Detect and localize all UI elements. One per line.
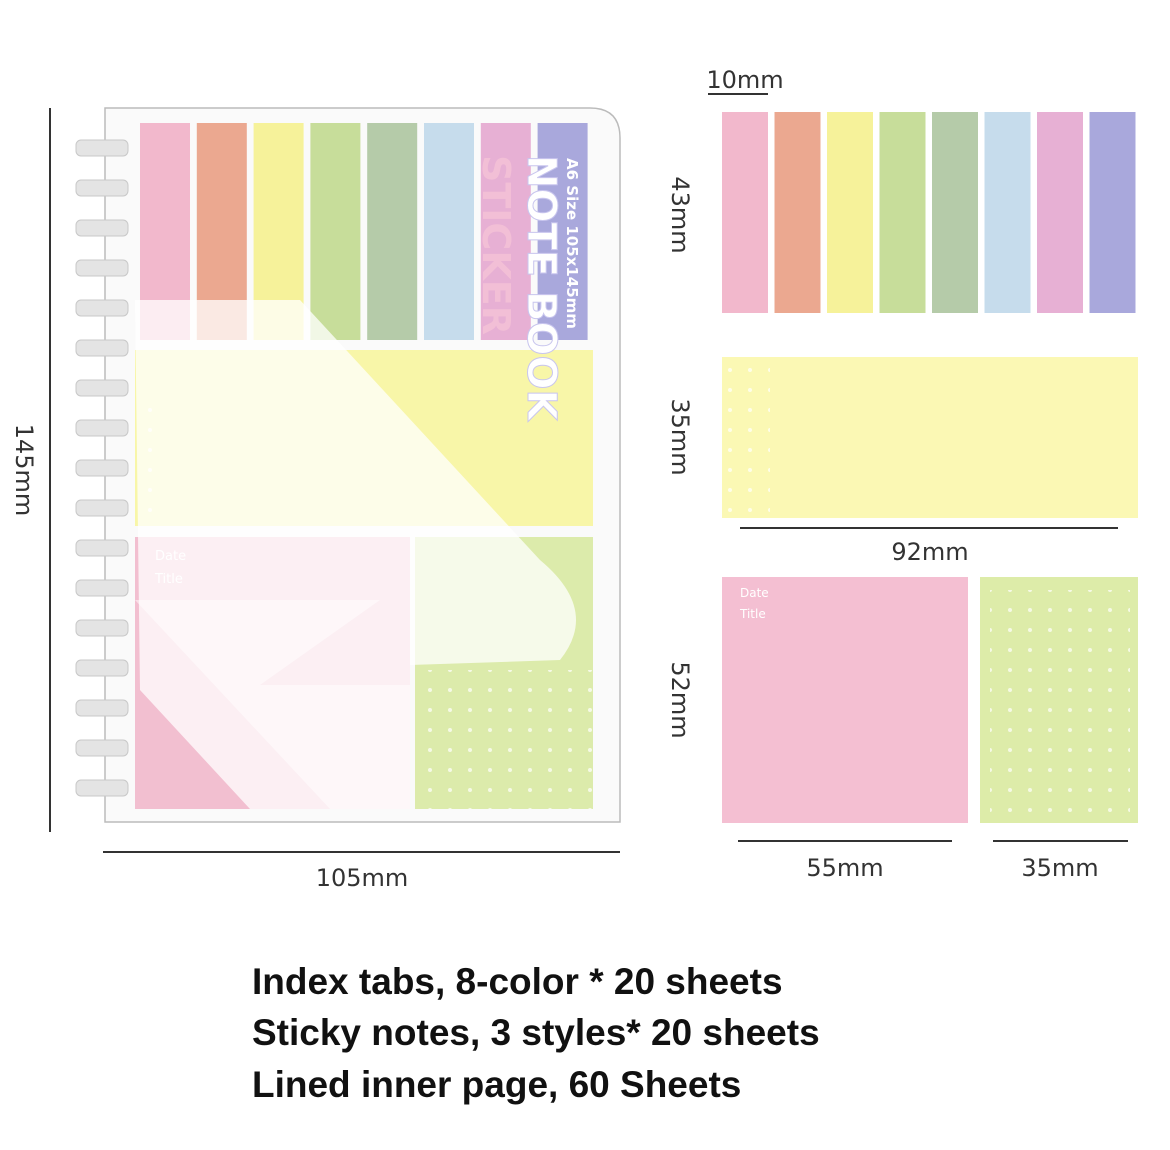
note-field: Date <box>155 549 186 564</box>
index-tab <box>984 112 1031 313</box>
height-label: 145mm <box>10 424 38 517</box>
ring <box>75 499 129 517</box>
ring <box>75 419 129 437</box>
ring <box>75 179 129 197</box>
description-line: Index tabs, 8-color * 20 sheets <box>252 961 783 1002</box>
index-tabs <box>722 112 1136 313</box>
green-pad-width-label: 35mm <box>1021 854 1098 882</box>
green-pad-dots <box>990 590 1130 815</box>
ring <box>75 339 129 357</box>
index-tab <box>932 112 978 313</box>
strip-width-label: 92mm <box>891 538 968 566</box>
ring <box>75 539 129 557</box>
index-tab <box>1037 112 1083 313</box>
notebook-tab <box>480 123 531 340</box>
ring <box>75 739 129 757</box>
strip-note <box>722 357 1138 518</box>
notebook-tab <box>537 123 588 340</box>
index-tab <box>827 112 873 313</box>
spiral-rings <box>75 139 129 797</box>
sticker-parts: 10mm 43mm 35mm 92mm Date Title 52mm 55mm… <box>666 66 1138 882</box>
width-label: 105mm <box>316 864 409 892</box>
ring <box>75 779 129 797</box>
notebook-tabs <box>140 123 588 340</box>
description: Index tabs, 8-color * 20 sheets Sticky n… <box>252 961 820 1105</box>
ring <box>75 619 129 637</box>
pad-field: Date <box>740 586 769 600</box>
tab-height-label: 43mm <box>666 176 694 253</box>
tab-width-label: 10mm <box>706 66 783 94</box>
pink-pad-width-label: 55mm <box>806 854 883 882</box>
notebook-tab <box>367 123 418 340</box>
cover-ribbon-2 <box>135 600 410 809</box>
pink-pad <box>722 577 968 823</box>
ring <box>75 259 129 277</box>
cover-subtitle: STICKER <box>474 155 518 335</box>
index-tab <box>879 112 926 313</box>
notebook-tab <box>424 123 474 340</box>
ring <box>75 699 129 717</box>
notebook-tab <box>310 123 361 340</box>
ring <box>75 219 129 237</box>
cover-size: A6 Size 105x145mm <box>563 158 581 329</box>
ring <box>75 579 129 597</box>
ring <box>75 659 129 677</box>
strip-height-label: 35mm <box>666 398 694 475</box>
ring <box>75 379 129 397</box>
ring <box>75 299 129 317</box>
ring <box>75 459 129 477</box>
notebook: Date Title A6 Size 105x145mm NOTE BOOK S… <box>10 107 621 892</box>
index-tab <box>722 112 768 313</box>
pad-field: Title <box>739 607 766 621</box>
description-line: Lined inner page, 60 Sheets <box>252 1064 741 1105</box>
green-pad-dots <box>415 670 593 809</box>
pad-height-label: 52mm <box>666 661 694 738</box>
description-line: Sticky notes, 3 styles* 20 sheets <box>252 1012 820 1053</box>
ring <box>75 139 129 157</box>
cover-title: NOTE BOOK <box>518 155 564 423</box>
index-tab <box>1089 112 1136 313</box>
strip-note-dots <box>722 357 770 518</box>
index-tab <box>774 112 821 313</box>
note-field: Title <box>154 572 183 587</box>
